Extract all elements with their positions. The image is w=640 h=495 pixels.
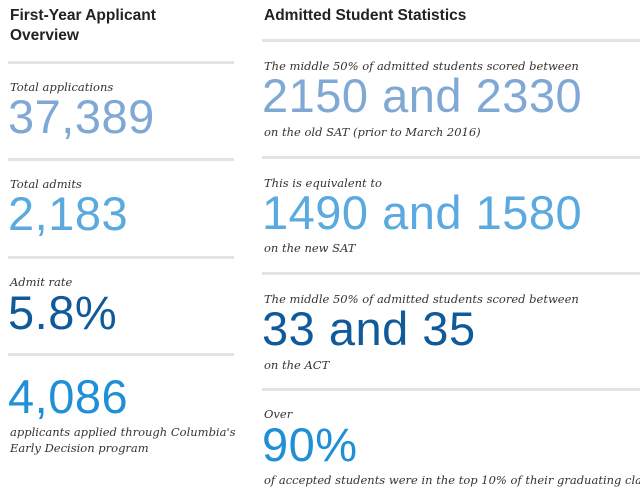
divider xyxy=(262,156,640,159)
admit-rate-label: Admit rate xyxy=(10,275,73,289)
old-sat-label: The middle 50% of admitted students scor… xyxy=(264,59,579,73)
total-admits-label: Total admits xyxy=(10,177,82,191)
act-value: 33 and 35 xyxy=(262,302,476,355)
divider xyxy=(8,256,234,259)
early-decision-note-line2: Early Decision program xyxy=(10,441,149,455)
new-sat-value: 1490 and 1580 xyxy=(262,186,583,239)
early-decision-value: 4,086 xyxy=(8,370,129,423)
top-ten-note: of accepted students were in the top 10%… xyxy=(264,473,640,487)
early-decision-note-line1: applicants applied through Columbia's xyxy=(10,425,236,439)
new-sat-label: This is equivalent to xyxy=(264,176,382,190)
divider xyxy=(8,61,234,64)
act-label: The middle 50% of admitted students scor… xyxy=(264,292,579,306)
divider xyxy=(8,353,234,356)
admitted-stats-column: Admitted Student Statistics The middle 5… xyxy=(262,0,640,487)
divider xyxy=(262,272,640,275)
admitted-stats-title: Admitted Student Statistics xyxy=(264,7,467,24)
old-sat-note: on the old SAT (prior to March 2016) xyxy=(264,125,481,139)
applicant-overview-title-line2: Overview xyxy=(10,27,79,44)
top-ten-label: Over xyxy=(264,407,293,421)
old-sat-value: 2150 and 2330 xyxy=(262,69,583,122)
divider xyxy=(8,158,234,161)
act-note: on the ACT xyxy=(264,358,330,372)
divider xyxy=(262,39,640,42)
applicant-overview-column: First-Year Applicant Overview Total appl… xyxy=(8,0,236,455)
new-sat-note: on the new SAT xyxy=(264,241,356,255)
applicant-overview-title: First-Year Applicant Overview xyxy=(10,6,234,46)
top-ten-value: 90% xyxy=(262,418,358,471)
total-applications-label: Total applications xyxy=(10,80,114,94)
total-admits-value: 2,183 xyxy=(8,187,129,240)
divider xyxy=(262,388,640,391)
applicant-overview-title-line1: First-Year Applicant xyxy=(10,7,156,24)
total-applications-value: 37,389 xyxy=(8,90,155,143)
admit-rate-value: 5.8% xyxy=(8,286,118,339)
